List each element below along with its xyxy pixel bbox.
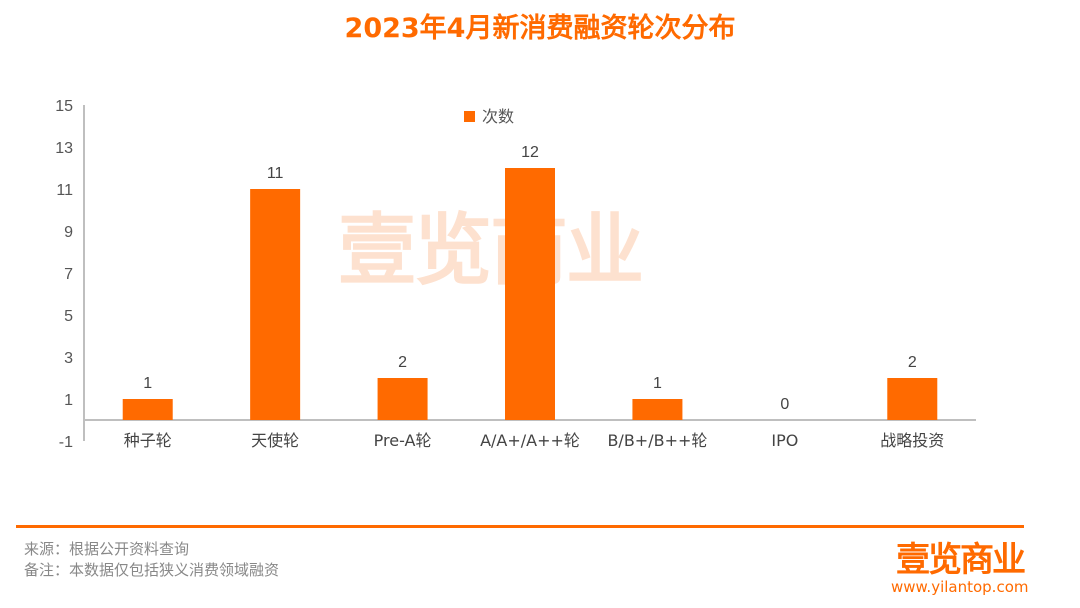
remark-note: 备注：本数据仅包括狭义消费领域融资 bbox=[24, 561, 280, 579]
bar bbox=[505, 168, 555, 420]
bar bbox=[122, 399, 173, 420]
watermark-logo: 壹览商业 bbox=[338, 206, 644, 296]
x-tick-label: 战略投资 bbox=[880, 431, 944, 450]
data-label: 11 bbox=[267, 165, 284, 182]
bar bbox=[250, 189, 301, 420]
brand-url: www.yilantop.com bbox=[891, 578, 1029, 596]
x-tick-label: 天使轮 bbox=[251, 431, 299, 450]
bar bbox=[632, 399, 683, 420]
y-tick-label: 9 bbox=[64, 224, 73, 241]
bar bbox=[887, 378, 938, 420]
y-tick-label: 11 bbox=[56, 182, 73, 199]
y-tick-label: 5 bbox=[64, 308, 73, 325]
y-tick-label: 1 bbox=[64, 392, 73, 409]
x-tick-label: B/B+/B++轮 bbox=[607, 431, 707, 450]
data-label: 1 bbox=[143, 375, 152, 392]
source-note: 来源：根据公开资料查询 bbox=[24, 540, 190, 558]
data-label: 1 bbox=[653, 375, 662, 392]
bar-chart: 15131197531-11种子轮11天使轮2Pre-A轮12A/A+/A++轮… bbox=[55, 98, 976, 451]
data-label: 2 bbox=[908, 354, 917, 371]
legend-label: 次数 bbox=[482, 107, 514, 126]
y-tick-label: 7 bbox=[64, 266, 73, 283]
data-label: 2 bbox=[398, 354, 407, 371]
x-tick-label: 种子轮 bbox=[124, 431, 172, 450]
brand-logo: 壹览商业 bbox=[896, 540, 1026, 580]
x-tick-label: A/A+/A++轮 bbox=[480, 431, 580, 450]
y-tick-label: 3 bbox=[64, 350, 73, 367]
x-tick-label: Pre-A轮 bbox=[374, 431, 432, 450]
legend-swatch bbox=[464, 111, 475, 122]
data-label: 12 bbox=[521, 144, 539, 161]
data-label: 0 bbox=[780, 396, 789, 413]
chart-title: 2023年4月新消费融资轮次分布 bbox=[344, 13, 736, 44]
y-tick-label: -1 bbox=[59, 434, 73, 451]
bar bbox=[377, 378, 428, 420]
y-tick-label: 15 bbox=[55, 98, 73, 115]
y-tick-label: 13 bbox=[55, 140, 73, 157]
x-tick-label: IPO bbox=[771, 431, 798, 450]
footer-divider bbox=[16, 525, 1024, 528]
